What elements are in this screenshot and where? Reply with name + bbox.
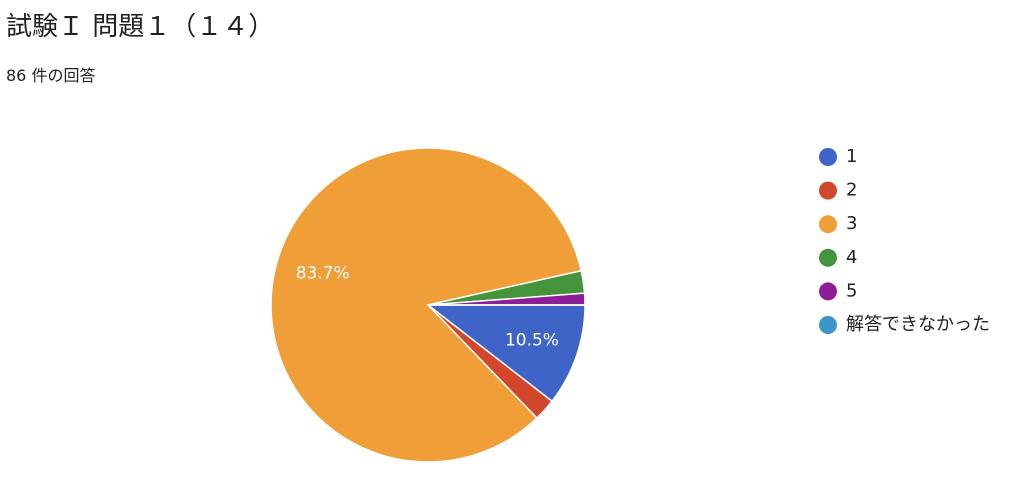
legend-swatch bbox=[819, 215, 837, 234]
legend-label: 1 bbox=[846, 146, 857, 167]
pie-slice bbox=[270, 147, 583, 463]
legend-swatch bbox=[819, 181, 837, 200]
legend-label: 5 bbox=[846, 280, 857, 301]
chart-title: 試験Ｉ 問題１（１４） bbox=[6, 12, 275, 42]
legend-swatch bbox=[819, 282, 837, 301]
legend-label: 解答できなかった bbox=[846, 314, 990, 335]
slice-label: 10.5% bbox=[505, 331, 559, 351]
legend-label: 4 bbox=[846, 247, 857, 268]
legend-swatch bbox=[819, 248, 837, 267]
legend-label: 2 bbox=[846, 180, 857, 201]
pie-slice bbox=[425, 304, 586, 403]
legend-swatch bbox=[819, 148, 837, 166]
legend-label: 3 bbox=[846, 213, 857, 234]
slice-label: 83.7% bbox=[296, 263, 350, 283]
response-count: 86 件の回答 bbox=[6, 66, 96, 85]
legend-swatch bbox=[819, 316, 837, 334]
